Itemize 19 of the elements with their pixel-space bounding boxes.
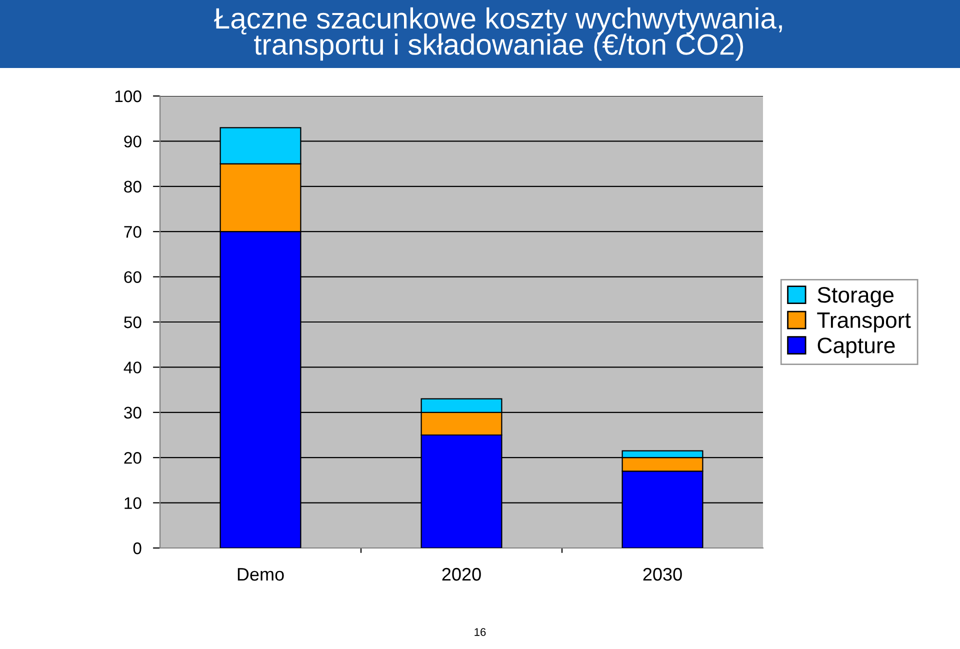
legend-label: Storage <box>818 287 894 308</box>
y-tick-label: 80 <box>124 180 142 193</box>
legend-label: Capture <box>818 338 895 358</box>
y-tick-label: 30 <box>124 406 142 419</box>
legend-label: Transport <box>817 312 911 332</box>
y-tick-label: 0 <box>133 542 142 554</box>
y-tick-label: 10 <box>124 497 142 510</box>
y-tick-label: 50 <box>124 316 142 328</box>
chart-title: Łączne szacunkowe koszty wychwytywania, transportu i składowaniae (€/ton CO2) <box>214 7 782 61</box>
y-tick-label: 70 <box>124 226 142 238</box>
x-tick-label: 2020 <box>442 568 481 581</box>
y-tick-label: 60 <box>124 271 142 284</box>
x-tick-label: Demo <box>238 568 284 581</box>
y-tick-label: 40 <box>124 362 142 374</box>
y-tick-label: 90 <box>124 136 142 148</box>
y-tick-label: 100 <box>115 90 142 102</box>
x-tick-label: 2030 <box>643 568 682 581</box>
text: 16 <box>474 628 486 636</box>
y-tick-label: 20 <box>124 452 142 464</box>
